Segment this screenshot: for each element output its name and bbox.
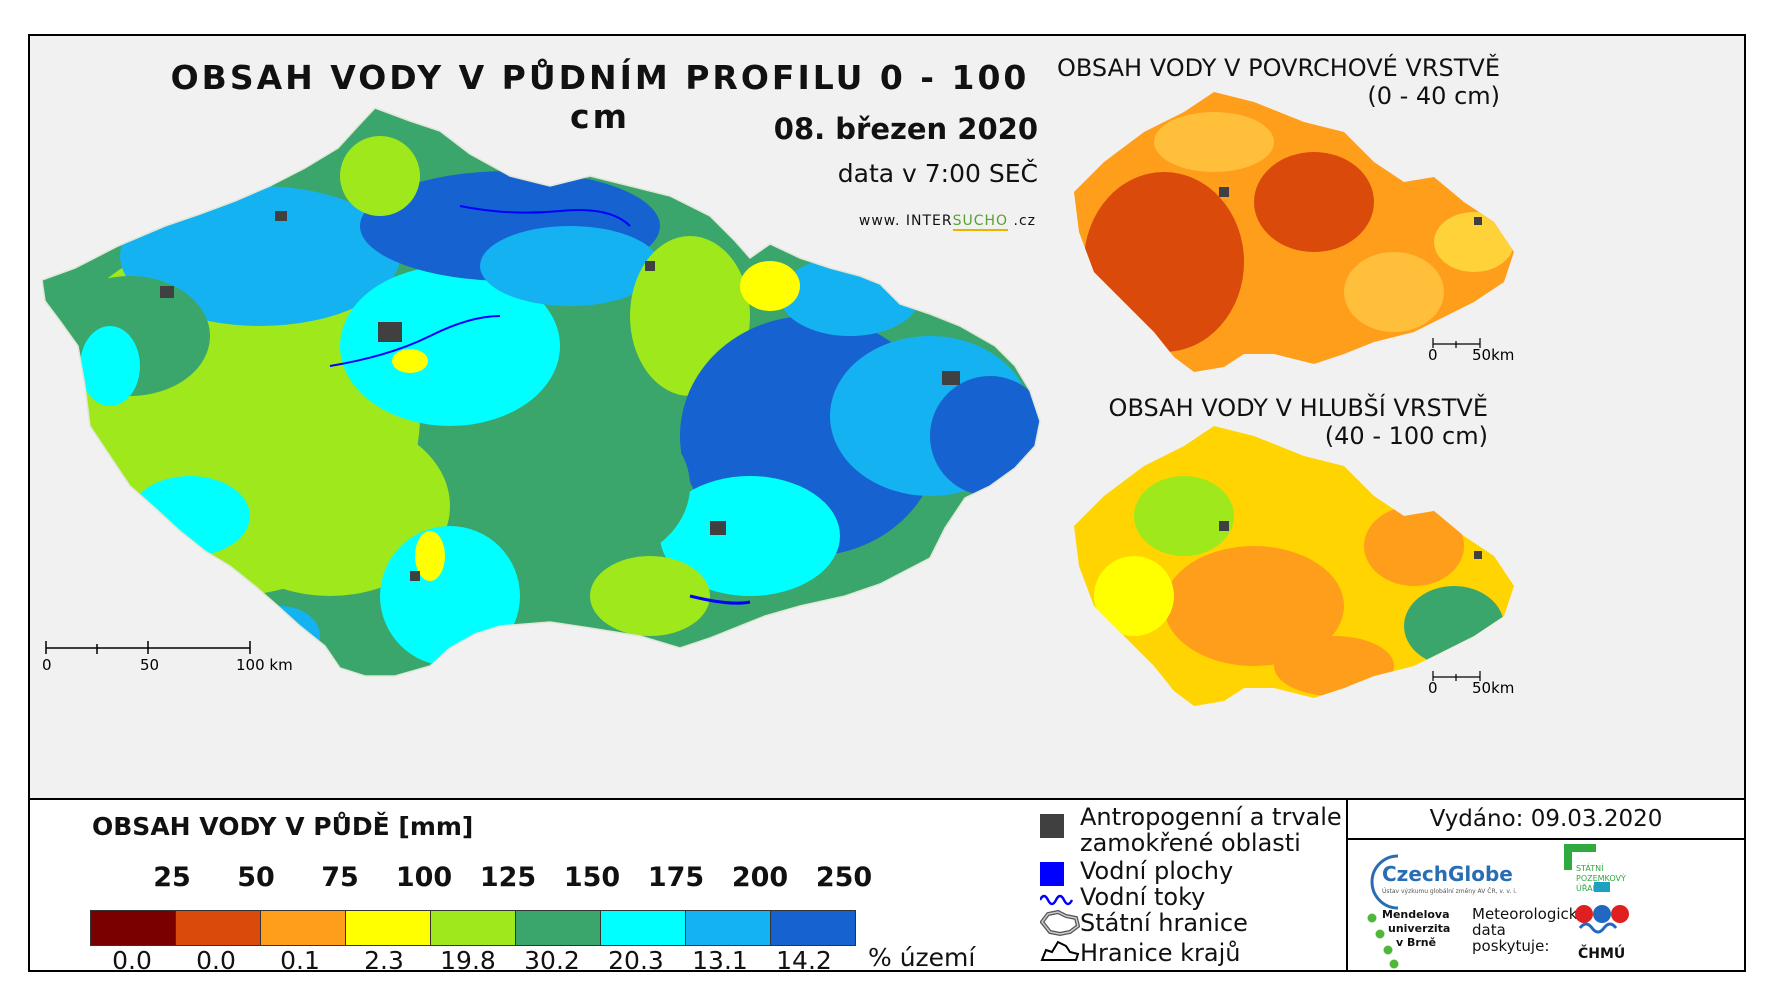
meteo-line1: Meteorologická xyxy=(1472,905,1587,923)
state-border-icon xyxy=(1040,909,1080,937)
threshold-label: 150 xyxy=(563,862,621,893)
legend-swatch xyxy=(431,911,516,945)
inset-surface-scale-50: 50km xyxy=(1472,346,1514,364)
state-border-main xyxy=(41,107,1041,677)
meteo-line3: poskytuje: xyxy=(1472,937,1550,955)
inset-surface-map xyxy=(1074,92,1514,372)
website-green: SUCHO xyxy=(952,213,1009,231)
spu-line1: STÁTNÍ xyxy=(1576,864,1604,873)
threshold-label: 100 xyxy=(395,862,453,893)
water-stream-icon xyxy=(1040,894,1074,906)
czechglobe-logo xyxy=(1370,854,1399,910)
threshold-label: 75 xyxy=(321,862,359,893)
legend-swatch xyxy=(91,911,176,945)
czechglobe-subtitle: Ústav výzkumu globální změny AV ČR, v. v… xyxy=(1382,888,1517,895)
legend-swatch xyxy=(686,911,771,945)
website-prefix: www. INTER xyxy=(858,213,953,229)
mendel-line2: univerzita xyxy=(1388,922,1451,935)
map-frame: 0 50 100 km xyxy=(28,34,1746,975)
threshold-label: 175 xyxy=(647,862,705,893)
legend-title: OBSAH VODY V PŮDĚ [mm] xyxy=(92,812,474,841)
legend-anthropogenic-line2: zamokřené oblasti xyxy=(1080,829,1301,857)
threshold-label: 250 xyxy=(815,862,873,893)
mendel-line3: v Brně xyxy=(1396,936,1437,949)
mendel-text: Mendelova univerzita v Brně xyxy=(1382,908,1450,950)
website-url: www. INTERSUCHO .cz xyxy=(820,213,1036,231)
percent-unit: % území xyxy=(868,943,976,972)
main-scale-label-100: 100 km xyxy=(236,656,293,674)
map-date: 08. březen 2020 xyxy=(773,112,1038,146)
legend-swatch xyxy=(771,911,855,945)
spu-text: STÁTNÍ POZEMKOVÝ ÚŘAD xyxy=(1576,864,1626,894)
spu-logo-icon xyxy=(1564,844,1596,870)
legend-swatch xyxy=(261,911,346,945)
percentage-value: 30.2 xyxy=(524,946,580,975)
legend-swatch xyxy=(601,911,686,945)
inset-deep-scale xyxy=(1432,671,1481,681)
legend-percentages: 0.0 0.0 0.1 2.3 19.8 30.2 20.3 13.1 14.2 xyxy=(90,946,920,978)
anthropogenic-swatch xyxy=(1040,814,1064,838)
percentage-value: 20.3 xyxy=(608,946,664,975)
legend-swatch xyxy=(346,911,431,945)
spu-line3: ÚŘAD xyxy=(1576,884,1599,893)
legend-swatch xyxy=(516,911,601,945)
percentage-value: 2.3 xyxy=(364,946,404,975)
threshold-label: 125 xyxy=(479,862,537,893)
inset-surface-title: OBSAH VODY V POVRCHOVÉ VRSTVĚ xyxy=(1057,54,1500,82)
percentage-value: 0.0 xyxy=(196,946,236,975)
percentage-value: 14.2 xyxy=(776,946,832,975)
main-scale-label-0: 0 xyxy=(42,656,52,674)
legend-divider xyxy=(1346,800,1348,970)
map-title: OBSAH VODY V PŮDNÍM PROFILU 0 - 100 cm xyxy=(170,58,1030,136)
percentage-value: 13.1 xyxy=(692,946,748,975)
legend-region-border: Hranice krajů xyxy=(1080,939,1241,967)
percentage-value: 0.1 xyxy=(280,946,320,975)
legend-water-streams: Vodní toky xyxy=(1080,883,1206,911)
spu-line2: POZEMKOVÝ xyxy=(1576,874,1626,883)
map-graphics: 0 50 100 km xyxy=(41,92,1514,706)
water-bodies-swatch xyxy=(1040,862,1064,886)
inset-deep-title: OBSAH VODY V HLUBŠÍ VRSTVĚ xyxy=(1108,394,1488,422)
map-area: 0 50 100 km xyxy=(30,36,1744,800)
czechglobe-name: CzechGlobe xyxy=(1382,862,1513,886)
meteo-provider-text: Meteorologická data poskytuje: xyxy=(1472,906,1586,954)
main-scale-bar xyxy=(45,641,251,654)
issued-divider xyxy=(1348,838,1744,840)
legend-color-bar xyxy=(90,910,856,946)
mendel-line1: Mendelova xyxy=(1382,908,1450,921)
inset-deep-subtitle: (40 - 100 cm) xyxy=(1324,422,1488,450)
website-suffix: .cz xyxy=(1008,213,1036,229)
chmu-logo-icon xyxy=(1575,882,1629,934)
inset-deep-scale-0: 0 xyxy=(1428,679,1438,697)
percentage-value: 19.8 xyxy=(440,946,496,975)
percentage-value: 0.0 xyxy=(112,946,152,975)
legend-water-bodies: Vodní plochy xyxy=(1080,857,1234,885)
inset-deep-map xyxy=(1074,426,1514,706)
inset-surface-scale-0: 0 xyxy=(1428,346,1438,364)
main-scale-label-50: 50 xyxy=(140,656,159,674)
threshold-label: 200 xyxy=(731,862,789,893)
legend-state-border: Státní hranice xyxy=(1080,909,1248,937)
legend-thresholds: 25 50 75 100 125 150 175 200 250 xyxy=(90,862,920,894)
chmu-name: ČHMÚ xyxy=(1578,946,1626,962)
region-border-icon xyxy=(1040,940,1080,961)
legend-area: OBSAH VODY V PŮDĚ [mm] 25 50 75 100 125 … xyxy=(30,800,1744,975)
inset-surface-subtitle: (0 - 40 cm) xyxy=(1367,82,1500,110)
mendel-logo-dots xyxy=(1367,913,1399,969)
threshold-label: 50 xyxy=(237,862,275,893)
issued-date: Vydáno: 09.03.2020 xyxy=(1429,806,1663,832)
data-time-note: data v 7:00 SEČ xyxy=(837,159,1038,188)
meteo-line2: data xyxy=(1472,921,1506,939)
threshold-label: 25 xyxy=(153,862,191,893)
inset-surface-scale xyxy=(1432,338,1481,348)
legend-swatch xyxy=(176,911,261,945)
legend-anthropogenic-line1: Antropogenní a trvale xyxy=(1080,803,1342,831)
inset-deep-scale-50: 50km xyxy=(1472,679,1514,697)
